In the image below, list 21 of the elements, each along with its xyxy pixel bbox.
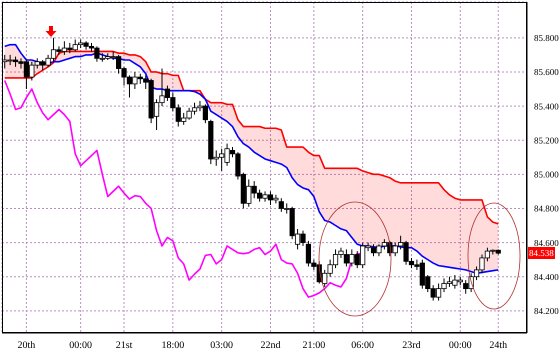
x-tick-label: 00:00	[69, 340, 92, 349]
x-tick-label: 00:00	[448, 340, 472, 349]
x-tick-label: 18:00	[161, 340, 184, 349]
x-tick-label: 21:00	[302, 340, 326, 349]
x-tick-label: 23rd	[402, 340, 421, 349]
x-tick-label: 20th	[18, 340, 36, 349]
y-tick-label: 85.600	[534, 67, 560, 78]
text: 84.538	[528, 247, 555, 260]
y-tick-label: 84.600	[534, 238, 560, 248]
x-tick-label: 22nd	[260, 340, 280, 349]
y-tick-label: 85.800	[534, 33, 560, 44]
y-tick-label: 84.800	[534, 204, 560, 214]
y-tick-label: 85.200	[534, 135, 560, 146]
x-tick-label: 03:00	[210, 340, 234, 349]
x-tick-label: 06:00	[351, 340, 374, 349]
y-tick-label: 84.400	[534, 272, 560, 282]
y-tick-label: 85.400	[534, 101, 560, 112]
x-tick-label: 21st	[116, 340, 133, 349]
y-tick-label: 85.000	[534, 170, 560, 180]
x-tick-label: 24th	[489, 340, 508, 349]
y-tick-label: 84.200	[534, 306, 560, 316]
